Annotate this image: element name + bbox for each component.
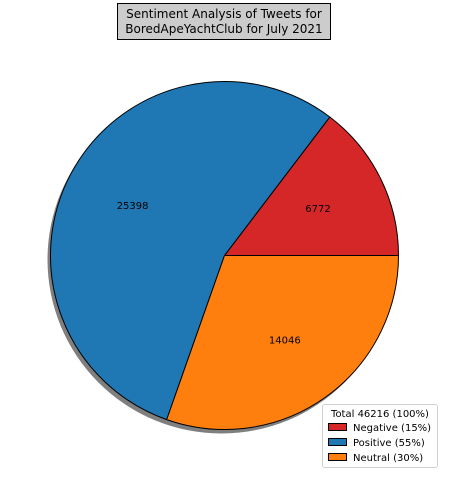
legend-item-positive: Positive (55%) (328, 438, 425, 450)
pie-slice-negative (224, 116, 399, 256)
pie-slice-positive (50, 81, 331, 421)
legend-label-negative: Negative (15%) (353, 423, 432, 434)
pie-slices (50, 81, 399, 430)
legend-swatch-positive (328, 438, 347, 446)
value-label-neutral: 14046 (269, 336, 301, 347)
legend-label-positive: Positive (55%) (353, 438, 425, 449)
value-label-positive: 25398 (117, 201, 149, 212)
legend-title: Total 46216 (100%) (331, 409, 429, 420)
legend-swatch-negative (328, 423, 347, 431)
legend-item-neutral: Neutral (30%) (328, 453, 423, 465)
pie-slice-neutral (166, 255, 399, 430)
value-label-negative: 6772 (305, 204, 330, 215)
legend-label-neutral: Neutral (30%) (353, 453, 424, 464)
legend: Total 46216 (100%) Negative (15%) Positi… (322, 404, 438, 468)
legend-item-negative: Negative (15%) (328, 423, 431, 435)
pie-value-labels: 6772 25398 14046 (117, 201, 331, 347)
legend-swatch-neutral (328, 453, 347, 461)
chart-title: Sentiment Analysis of Tweets for BoredAp… (117, 3, 331, 40)
